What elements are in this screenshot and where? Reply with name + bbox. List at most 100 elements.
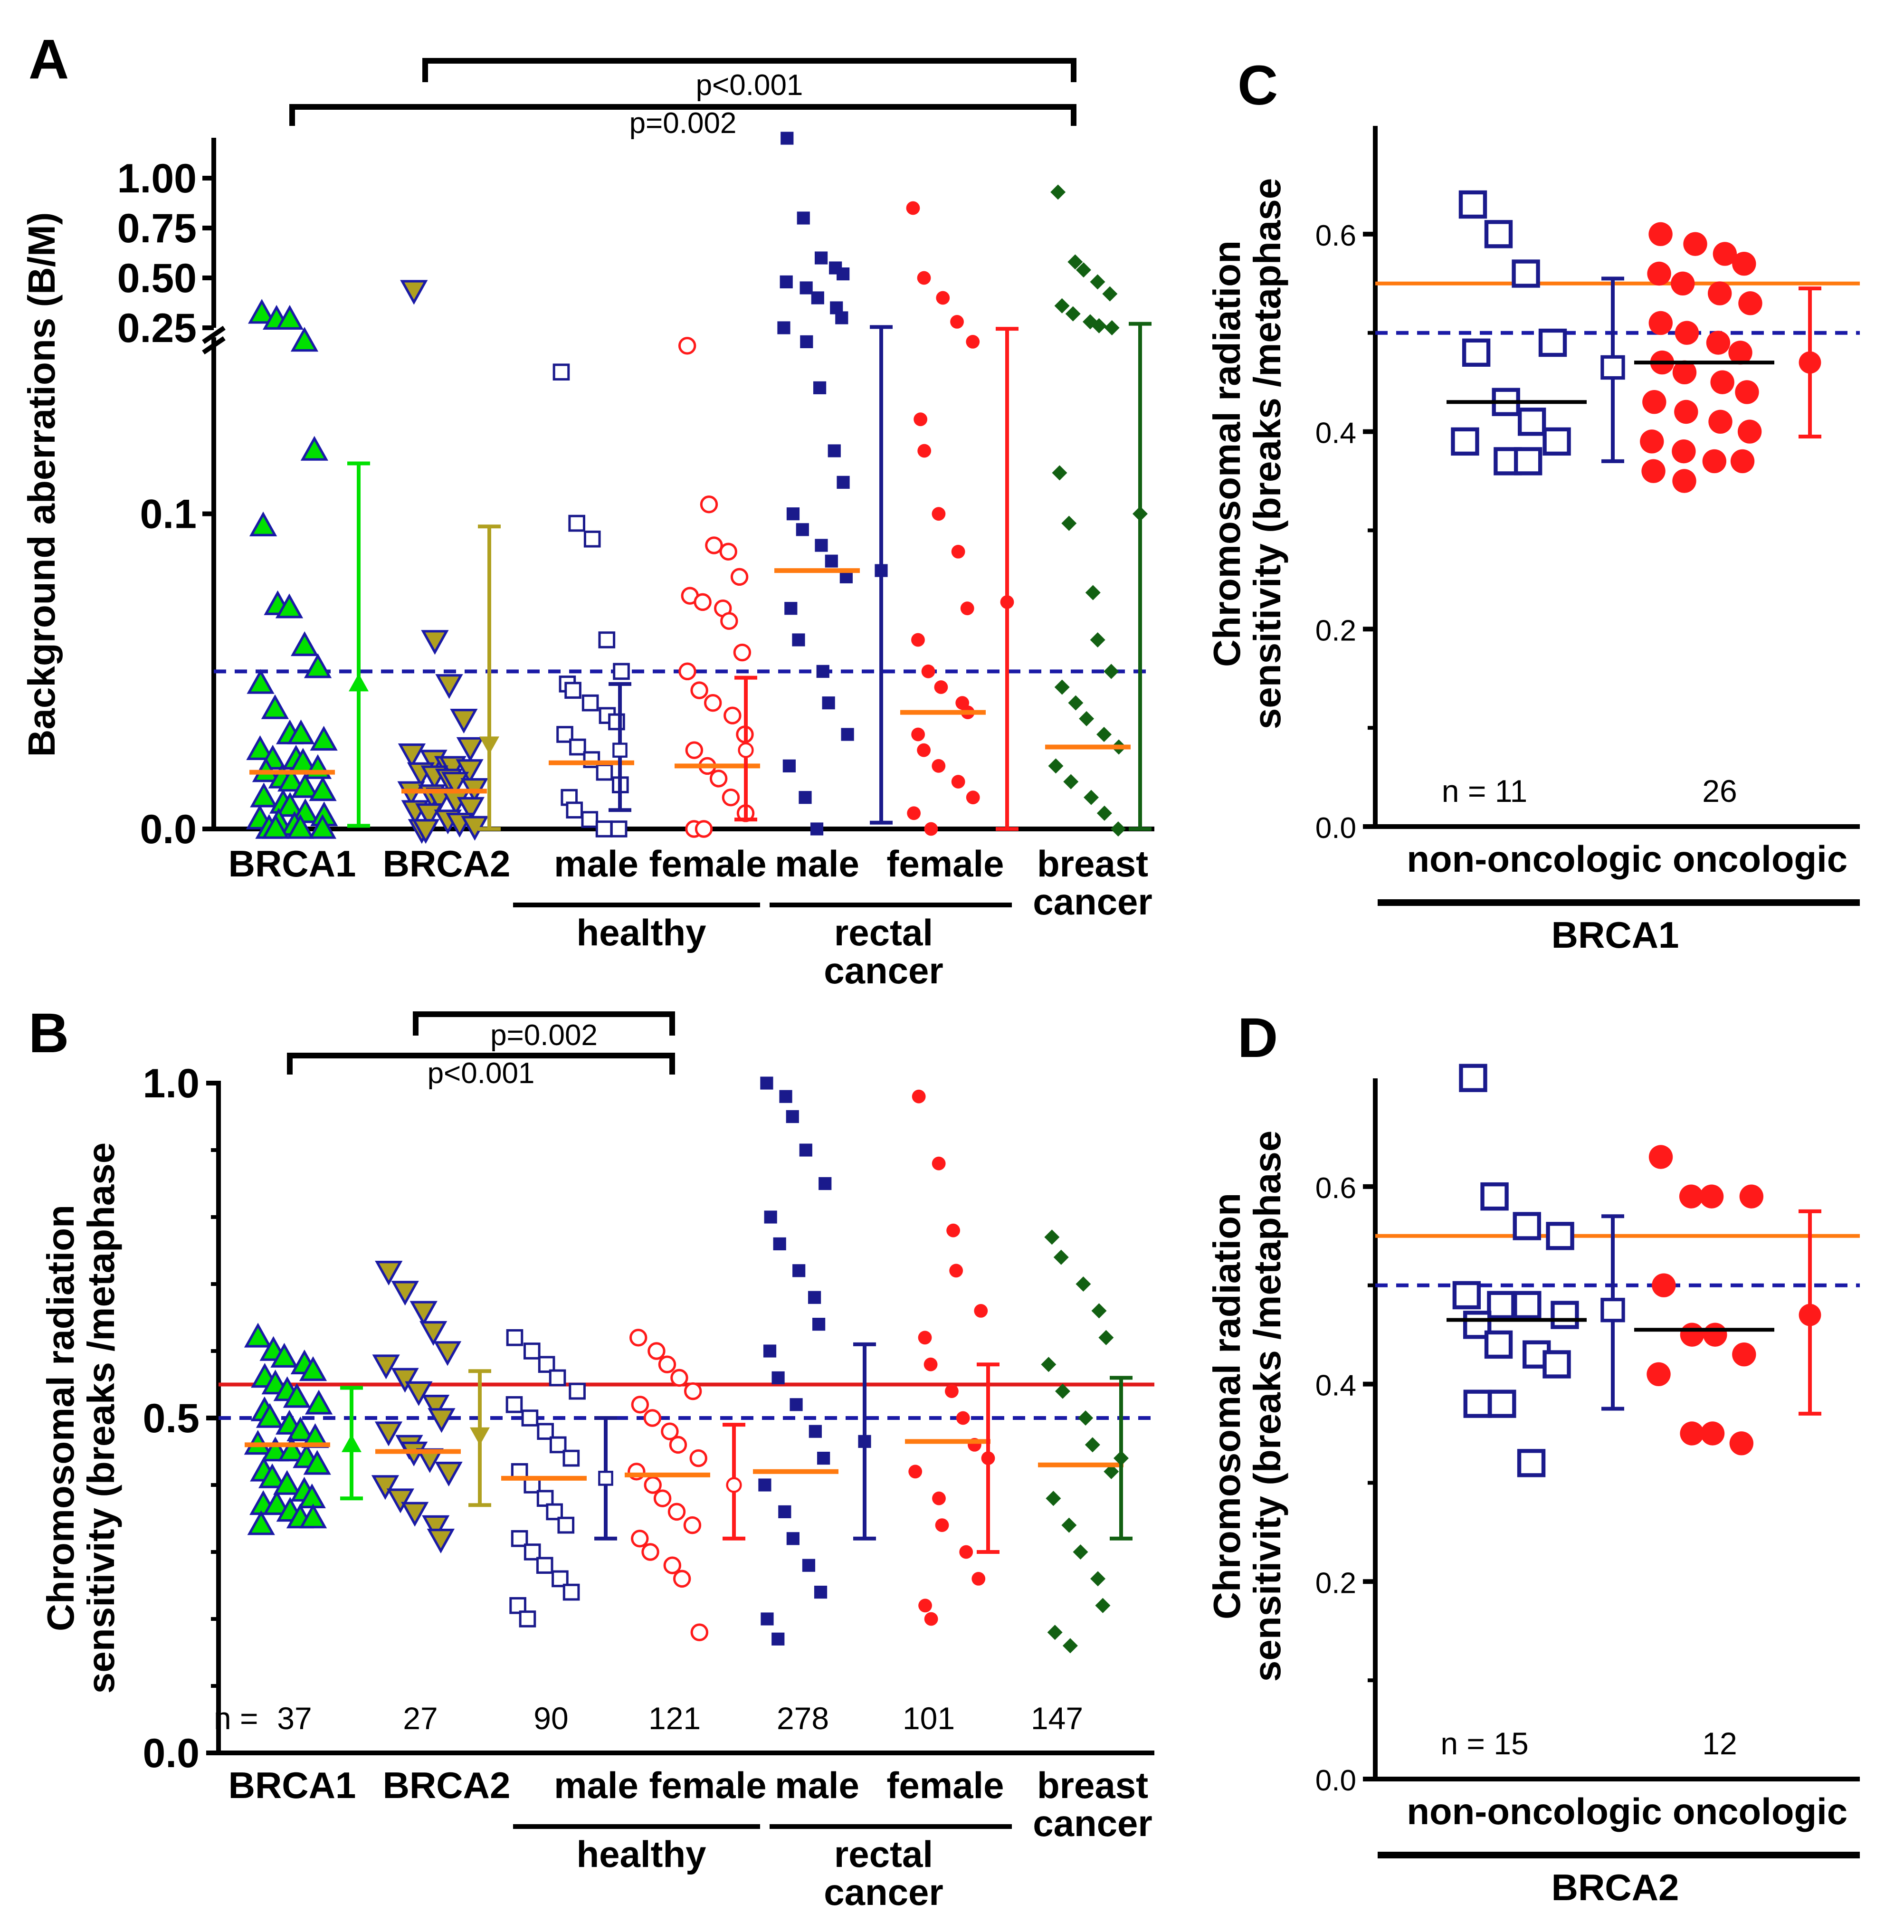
data-point xyxy=(422,1515,450,1540)
data-point xyxy=(299,1504,327,1529)
group-label: BRCA2 xyxy=(1552,1866,1679,1908)
group-label-healthy: healthy xyxy=(576,1833,706,1875)
data-point xyxy=(1488,1390,1516,1418)
data-point xyxy=(506,1329,524,1346)
data-point xyxy=(935,1518,949,1532)
data-point xyxy=(959,1545,973,1559)
category-label: breast xyxy=(1037,1764,1148,1806)
data-point xyxy=(800,335,813,348)
data-point xyxy=(283,1383,311,1408)
group-label-cancer: cancer xyxy=(824,1871,943,1913)
data-point xyxy=(1104,320,1120,335)
summary-mean-point xyxy=(1114,1450,1129,1466)
data-point xyxy=(1061,515,1077,531)
data-point xyxy=(244,1323,272,1348)
data-point xyxy=(276,305,304,330)
data-point xyxy=(781,132,794,145)
data-point xyxy=(435,1462,463,1487)
summary-mean-point xyxy=(875,564,888,577)
data-point xyxy=(828,444,841,457)
count-label: 12 xyxy=(1702,1726,1737,1761)
data-point xyxy=(277,767,305,792)
data-point xyxy=(1048,758,1064,774)
category-label: male xyxy=(554,843,638,885)
data-point xyxy=(911,633,925,647)
group-label-healthy: healthy xyxy=(576,912,706,953)
data-point xyxy=(1647,261,1671,286)
data-point xyxy=(1044,1229,1060,1245)
data-point xyxy=(613,663,630,680)
data-point xyxy=(932,507,946,521)
data-point xyxy=(917,271,931,285)
data-point xyxy=(1067,254,1083,270)
data-point xyxy=(557,1516,575,1534)
summary-mean-point xyxy=(1799,351,1821,374)
data-point xyxy=(1729,1431,1754,1456)
data-point xyxy=(1700,1421,1725,1446)
data-point xyxy=(923,1357,938,1371)
data-point xyxy=(629,1329,647,1347)
comparison-bracket xyxy=(413,1011,675,1036)
data-point xyxy=(1104,664,1119,679)
data-point xyxy=(1699,1184,1724,1209)
y-tick-label: 1.0 xyxy=(143,1061,200,1106)
data-point xyxy=(810,822,824,836)
data-point xyxy=(581,811,599,828)
data-point xyxy=(305,1390,333,1415)
data-point xyxy=(1713,242,1737,266)
data-point xyxy=(286,814,314,839)
data-point xyxy=(1085,585,1101,600)
data-point xyxy=(263,1490,291,1515)
data-point xyxy=(1640,429,1664,454)
category-label: oncologic xyxy=(1673,1790,1847,1832)
data-point xyxy=(1104,1464,1119,1479)
data-point xyxy=(1683,232,1707,256)
data-point xyxy=(1484,220,1513,248)
data-point xyxy=(760,1076,773,1090)
data-point xyxy=(720,612,738,630)
data-point xyxy=(685,741,704,759)
data-point xyxy=(509,1597,526,1614)
data-point xyxy=(261,694,289,719)
group-label-cancer: cancer xyxy=(824,950,943,991)
data-point xyxy=(1046,1491,1061,1506)
data-point xyxy=(1084,790,1099,805)
data-point xyxy=(782,759,796,772)
category-label: non-oncologic xyxy=(1407,1790,1662,1832)
data-point xyxy=(569,1382,586,1400)
data-point xyxy=(786,507,800,521)
data-point xyxy=(1517,408,1546,436)
y-tick-label: 0.1 xyxy=(140,492,197,537)
data-point xyxy=(1102,286,1118,302)
data-point xyxy=(1096,805,1112,821)
data-point xyxy=(521,1409,539,1427)
data-point xyxy=(1459,1064,1487,1092)
data-point xyxy=(401,1502,429,1527)
category-label: BRCA1 xyxy=(228,843,356,885)
data-point xyxy=(814,1586,828,1599)
data-point xyxy=(949,1264,963,1278)
data-point xyxy=(683,1516,702,1534)
data-point xyxy=(971,1572,986,1586)
y-axis-title: Chromosomal radiation xyxy=(1206,1193,1248,1619)
data-point xyxy=(661,1422,679,1440)
data-point xyxy=(1675,321,1699,345)
data-point xyxy=(552,1570,569,1588)
data-point xyxy=(936,291,950,305)
data-point xyxy=(704,694,722,712)
data-point xyxy=(837,267,850,281)
data-point xyxy=(1052,465,1067,481)
data-point xyxy=(1065,306,1081,322)
data-point xyxy=(1648,222,1673,247)
group-label-rectal: rectal xyxy=(834,912,933,953)
data-point xyxy=(673,1570,691,1588)
data-point xyxy=(1672,439,1696,464)
data-point xyxy=(456,737,485,762)
data-point xyxy=(1054,679,1070,695)
data-point xyxy=(1096,727,1112,742)
data-point xyxy=(1047,1625,1063,1640)
data-point xyxy=(918,1331,932,1345)
data-point xyxy=(797,211,810,225)
data-point xyxy=(950,315,964,329)
